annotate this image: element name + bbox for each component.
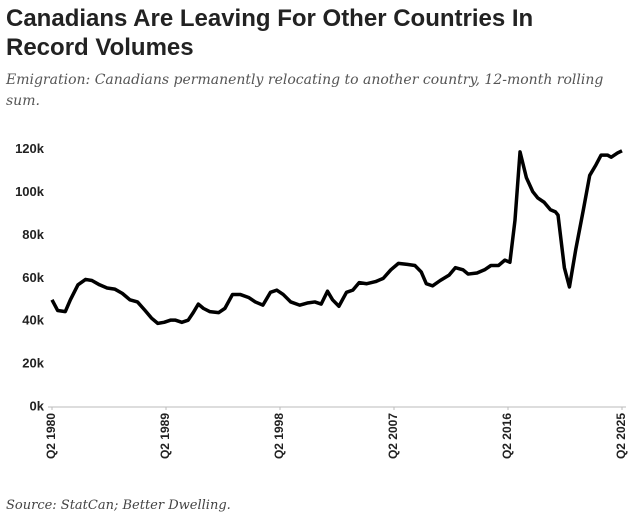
x-tick-label: Q2 1980 [44, 413, 58, 459]
y-tick-label: 0k [30, 398, 45, 413]
y-tick-label: 80k [22, 227, 44, 242]
y-tick-label: 120k [15, 141, 45, 156]
x-tick-label: Q2 2016 [500, 413, 514, 459]
x-tick-label: Q2 2025 [614, 413, 628, 459]
x-tick-label: Q2 2007 [386, 413, 400, 459]
data-line [50, 149, 623, 326]
y-tick-label: 40k [22, 313, 44, 328]
y-tick-label: 20k [22, 356, 44, 371]
chart: 0k 20k 40k 60k 80k 100k 120k Q2 1980 Q2 1989 Q2 1… [15, 141, 628, 459]
y-tick-label: 100k [15, 184, 45, 199]
source-note: Source: StatCan; Better Dwelling. [6, 498, 231, 513]
chart-title: Canadians Are Leaving For Other Countrie… [6, 5, 534, 61]
x-tick-label: Q2 1989 [158, 413, 172, 459]
chart-subtitle: Emigration: Canadians permanently reloca… [6, 72, 604, 109]
y-tick-label: 60k [22, 270, 44, 285]
x-tick-label: Q2 1998 [272, 413, 286, 459]
